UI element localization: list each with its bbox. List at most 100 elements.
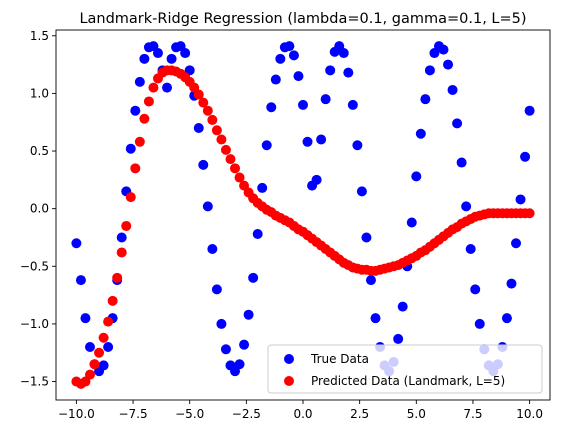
true-data-point — [347, 99, 358, 110]
true-data-point — [447, 84, 458, 95]
true-data-point — [130, 105, 141, 116]
true-data-point — [393, 333, 404, 344]
true-data-point — [180, 48, 191, 59]
plot-background — [56, 30, 550, 400]
predicted-data-point — [134, 136, 145, 147]
true-data-point — [80, 313, 91, 324]
true-data-point — [125, 143, 136, 154]
true-data-point — [139, 53, 150, 64]
predicted-data-point — [121, 220, 132, 231]
true-data-point — [420, 94, 431, 105]
true-data-point — [411, 171, 422, 182]
true-data-point — [166, 53, 177, 64]
predicted-data-point — [211, 125, 222, 136]
y-tick-label: −1.0 — [20, 317, 49, 331]
true-data-point — [465, 244, 476, 254]
true-data-point — [270, 74, 281, 85]
true-data-point — [193, 122, 204, 133]
true-data-point — [524, 105, 535, 116]
predicted-data-point — [220, 144, 231, 155]
predicted-data-point — [107, 295, 118, 306]
true-data-point — [325, 65, 336, 76]
true-data-point — [415, 128, 426, 139]
true-data-point — [311, 174, 322, 185]
predicted-data-point — [230, 163, 241, 174]
predicted-data-point — [139, 113, 150, 124]
x-axis: −10.0 −7.5 −5.0 −2.5 0.0 2.5 5.0 7.5 10.0 — [58, 400, 543, 421]
true-data-point — [275, 53, 286, 64]
true-data-point — [75, 275, 86, 286]
true-data-point — [162, 82, 173, 93]
true-data-point — [406, 217, 417, 228]
legend-box — [267, 344, 543, 394]
series-predicted-data — [71, 65, 535, 389]
true-data-point — [211, 284, 222, 295]
legend: True Data Predicted Data (Landmark, L=5) — [267, 344, 543, 394]
predicted-data-point — [103, 316, 114, 327]
predicted-data-point — [198, 97, 209, 108]
true-data-point — [320, 94, 331, 105]
predicted-data-point — [225, 154, 236, 165]
x-tick-label: −2.5 — [232, 407, 261, 421]
predicted-data-point — [234, 172, 245, 183]
true-data-point — [71, 238, 82, 249]
true-data-point — [361, 232, 372, 243]
predicted-data-point — [524, 208, 535, 219]
x-tick-label: 0.0 — [293, 407, 312, 421]
legend-label-predicted-data: Predicted Data (Landmark, L=5) — [311, 374, 505, 388]
true-data-point — [288, 50, 299, 61]
predicted-data-point — [94, 347, 105, 358]
legend-label-true-data: True Data — [310, 352, 369, 366]
legend-marker-true-data — [284, 354, 294, 364]
true-data-point — [207, 244, 218, 254]
true-data-point — [352, 140, 363, 151]
y-tick-label: 0.0 — [30, 202, 49, 216]
true-data-point — [452, 118, 463, 129]
true-data-point — [424, 65, 435, 76]
true-data-point — [470, 284, 481, 295]
y-tick-label: −1.5 — [20, 375, 49, 389]
chart-title: Landmark-Ridge Regression (lambda=0.1, g… — [79, 11, 526, 27]
true-data-point — [365, 275, 376, 286]
true-data-point — [216, 318, 227, 329]
true-data-point — [501, 313, 512, 324]
predicted-data-point — [202, 105, 213, 116]
true-data-point — [298, 99, 308, 110]
true-data-point — [511, 238, 522, 249]
true-data-point — [370, 313, 381, 324]
true-data-point — [284, 41, 295, 52]
plot-area — [55, 29, 551, 401]
true-data-point — [397, 301, 408, 312]
true-data-point — [248, 272, 259, 283]
predicted-data-point — [84, 369, 95, 380]
predicted-data-point — [130, 163, 141, 174]
true-data-point — [198, 159, 209, 170]
true-data-point — [252, 229, 263, 240]
true-data-point — [338, 48, 349, 59]
true-data-point — [152, 48, 163, 59]
x-tick-label: −7.5 — [118, 407, 147, 421]
true-data-point — [202, 201, 213, 212]
y-tick-label: 1.0 — [30, 86, 49, 100]
y-tick-label: 0.5 — [30, 144, 49, 158]
true-data-point — [474, 318, 485, 329]
y-tick-label: 1.5 — [30, 29, 49, 43]
x-tick-label: 7.5 — [463, 407, 482, 421]
predicted-data-point — [98, 332, 109, 343]
true-data-point — [220, 344, 231, 355]
y-tick-label: −0.5 — [20, 259, 49, 273]
true-data-point — [234, 359, 245, 370]
x-tick-label: −10.0 — [58, 407, 95, 421]
x-tick-label: 10.0 — [516, 407, 543, 421]
true-data-point — [257, 182, 268, 193]
true-data-point — [343, 67, 354, 78]
x-tick-label: −5.0 — [175, 407, 204, 421]
true-data-point — [515, 194, 526, 205]
true-data-point — [134, 76, 145, 87]
predicted-data-point — [89, 359, 100, 370]
predicted-data-point — [143, 96, 154, 107]
true-data-point — [316, 134, 327, 145]
true-data-point — [506, 278, 517, 289]
true-data-point — [266, 102, 277, 113]
